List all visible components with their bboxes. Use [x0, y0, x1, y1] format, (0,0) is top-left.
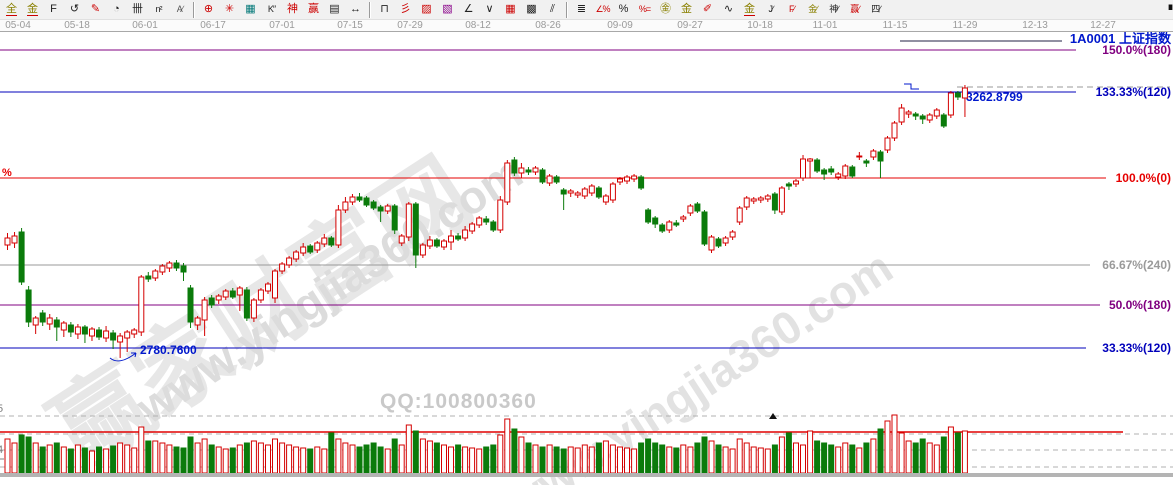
- ruler-comb-icon[interactable]: 卌: [132, 2, 143, 15]
- ruler-123-icon[interactable]: ▤: [329, 2, 340, 15]
- volume-baseline: [0, 473, 1173, 477]
- span-arrows-icon[interactable]: ↔: [350, 2, 361, 15]
- level-label: 100.0%(0): [1116, 171, 1171, 185]
- j-angle-icon[interactable]: J∕: [768, 3, 773, 14]
- volume-pane: 54: [0, 403, 1173, 477]
- percent-angle-icon[interactable]: ∠%: [595, 3, 610, 14]
- chart-area: 赢家财富网 www.yingjia360.com www.yingjia360.co…: [0, 31, 1173, 485]
- si-angle-icon[interactable]: 四∕: [871, 3, 880, 14]
- spiral-icon[interactable]: ↺: [69, 2, 80, 15]
- watermark: 赢家财富网www.yingjia360.comwww.yingjia360.co…: [34, 140, 902, 485]
- level-label: 66.67%(240): [1102, 258, 1171, 272]
- grid-red-icon[interactable]: ▦: [505, 2, 516, 15]
- date-tick-label: 07-01: [269, 20, 295, 31]
- date-tick-label: 12-13: [1022, 20, 1048, 31]
- low-price-label: 2780.7600: [140, 343, 197, 357]
- volume-axis-label: 4: [0, 444, 3, 456]
- gold-section-icon[interactable]: 金: [27, 2, 38, 16]
- gold-all-icon[interactable]: 全: [6, 2, 17, 16]
- date-tick-label: 07-29: [397, 20, 423, 31]
- ying-angle-icon[interactable]: 赢∕: [850, 3, 859, 14]
- date-tick-label: 12-27: [1090, 20, 1116, 31]
- date-tick-label: 08-12: [465, 20, 491, 31]
- level-label: 33.33%(120): [1102, 341, 1171, 355]
- n-squared-icon[interactable]: n²: [155, 3, 162, 14]
- gold-angle-icon[interactable]: 金∕: [808, 3, 817, 14]
- date-tick-label: 06-17: [200, 20, 226, 31]
- arc-clock-icon[interactable]: ◔: [113, 2, 120, 15]
- symbol-title: 1A0001 上证指数: [1070, 32, 1172, 46]
- date-tick-label: 10-18: [747, 20, 773, 31]
- date-tick-label: 07-15: [337, 20, 363, 31]
- date-tick-label: 05-04: [5, 20, 31, 31]
- date-tick-label: 09-09: [607, 20, 633, 31]
- angle-a-icon[interactable]: A∕: [176, 3, 183, 14]
- date-tick-label: 11-01: [812, 20, 838, 31]
- ying-tool-icon[interactable]: 赢: [308, 2, 319, 15]
- grid-arrow-icon[interactable]: ▩: [526, 2, 537, 15]
- level-label: 150.0%(180): [1102, 43, 1171, 57]
- shen-angle-icon[interactable]: 神∕: [829, 3, 838, 14]
- date-tick-label: 11-29: [952, 20, 978, 31]
- box-rays-icon[interactable]: ▧: [442, 2, 453, 15]
- k-line-icon[interactable]: K″: [267, 3, 276, 14]
- wave-a-icon[interactable]: ∿: [723, 2, 734, 15]
- angle-fan-icon[interactable]: ∠: [463, 2, 474, 15]
- f-angle-icon[interactable]: F∕: [788, 3, 795, 14]
- date-tick-label: 08-26: [535, 20, 561, 31]
- toolbar-separator: [566, 1, 568, 18]
- trend-pencil-icon[interactable]: ✎: [90, 2, 101, 15]
- candlestick-series: [4, 85, 968, 358]
- toolbar: ∎ 全金 F ↺ ✎ ◔ 卌 n² A∕ ⊕ ✳ ▦ K″ 神赢 ▤ ↔ ⊓ 彡 ▨ ▧ ∠ ∨ ▦ ▩ ⫽ ≣ ∠%% %= ㊎金 ✐…: [0, 0, 1173, 20]
- annotation-arrows: [109, 83, 919, 362]
- last-price-label: 3262.8799: [966, 90, 1023, 104]
- toolbar-edge-partial-icon[interactable]: ∎: [1167, 1, 1173, 13]
- gold-line-icon[interactable]: 金: [744, 2, 755, 16]
- volume-axis-label: 5: [0, 403, 3, 415]
- wave-check-icon[interactable]: ∨: [485, 2, 494, 15]
- shen-tool-icon[interactable]: 神: [287, 2, 298, 15]
- crosshair-icon[interactable]: ⊕: [203, 2, 214, 15]
- percent-icon[interactable]: %: [618, 2, 629, 15]
- gann-level-lines: 150.0%(180) 133.33%(120) 100.0%(0) 66.67%(2…: [0, 43, 1171, 355]
- f-line-icon[interactable]: F: [50, 2, 57, 15]
- candlestick-chart: 赢家财富网www.yingjia360.comwww.yingjia360.co…: [0, 31, 1173, 485]
- date-tick-label: 05-18: [64, 20, 90, 31]
- date-tick-label: 06-01: [132, 20, 158, 31]
- ray-fan-icon[interactable]: 彡: [400, 2, 411, 15]
- qq-watermark: QQ:100800360: [380, 390, 537, 413]
- date-tick-label: 09-27: [677, 20, 703, 31]
- percent-eq-icon[interactable]: %=: [638, 3, 651, 14]
- date-tick-label: 11-15: [882, 20, 908, 31]
- date-axis: 05-04 05-18 06-01 06-17 07-01 07-15 07-29 08-12…: [0, 20, 1173, 32]
- parallel-lines-icon[interactable]: ⫽: [550, 2, 555, 15]
- gann-box-icon[interactable]: ▨: [421, 2, 432, 15]
- volume-marker-triangle: [769, 413, 777, 419]
- gold-circle-icon[interactable]: ㊎: [660, 2, 671, 15]
- level-label: 50.0%(180): [1109, 298, 1171, 312]
- toolbar-separator: [369, 1, 371, 18]
- level-label: 133.33%(120): [1096, 85, 1171, 99]
- gate-ticks-icon[interactable]: ⊓: [380, 2, 389, 15]
- gann-grid-icon[interactable]: ▦: [245, 2, 256, 15]
- pencil-red-icon[interactable]: ✐: [702, 2, 713, 15]
- gann-star-icon[interactable]: ✳: [224, 2, 235, 15]
- toolbar-separator: [193, 1, 195, 18]
- measure-ruler-icon[interactable]: ≣: [576, 2, 587, 15]
- gold-up-icon[interactable]: 金: [681, 2, 692, 15]
- left-percent-label: %: [2, 167, 12, 179]
